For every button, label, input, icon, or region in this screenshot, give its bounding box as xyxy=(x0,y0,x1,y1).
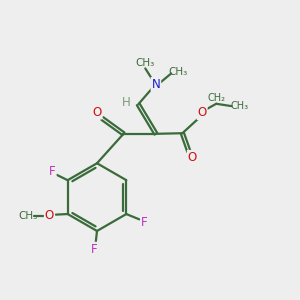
Text: CH₃: CH₃ xyxy=(19,211,38,220)
Text: O: O xyxy=(92,106,102,118)
Text: O: O xyxy=(45,209,54,222)
Text: O: O xyxy=(197,106,207,119)
Text: N: N xyxy=(152,78,160,91)
Text: F: F xyxy=(49,165,56,178)
Text: F: F xyxy=(141,216,148,229)
Text: CH₃: CH₃ xyxy=(231,101,249,111)
Text: H: H xyxy=(122,95,130,109)
Text: CH₃: CH₃ xyxy=(136,58,155,68)
Text: O: O xyxy=(188,151,197,164)
Text: F: F xyxy=(91,243,98,256)
Text: CH₂: CH₂ xyxy=(207,93,225,103)
Text: CH₃: CH₃ xyxy=(168,67,187,77)
